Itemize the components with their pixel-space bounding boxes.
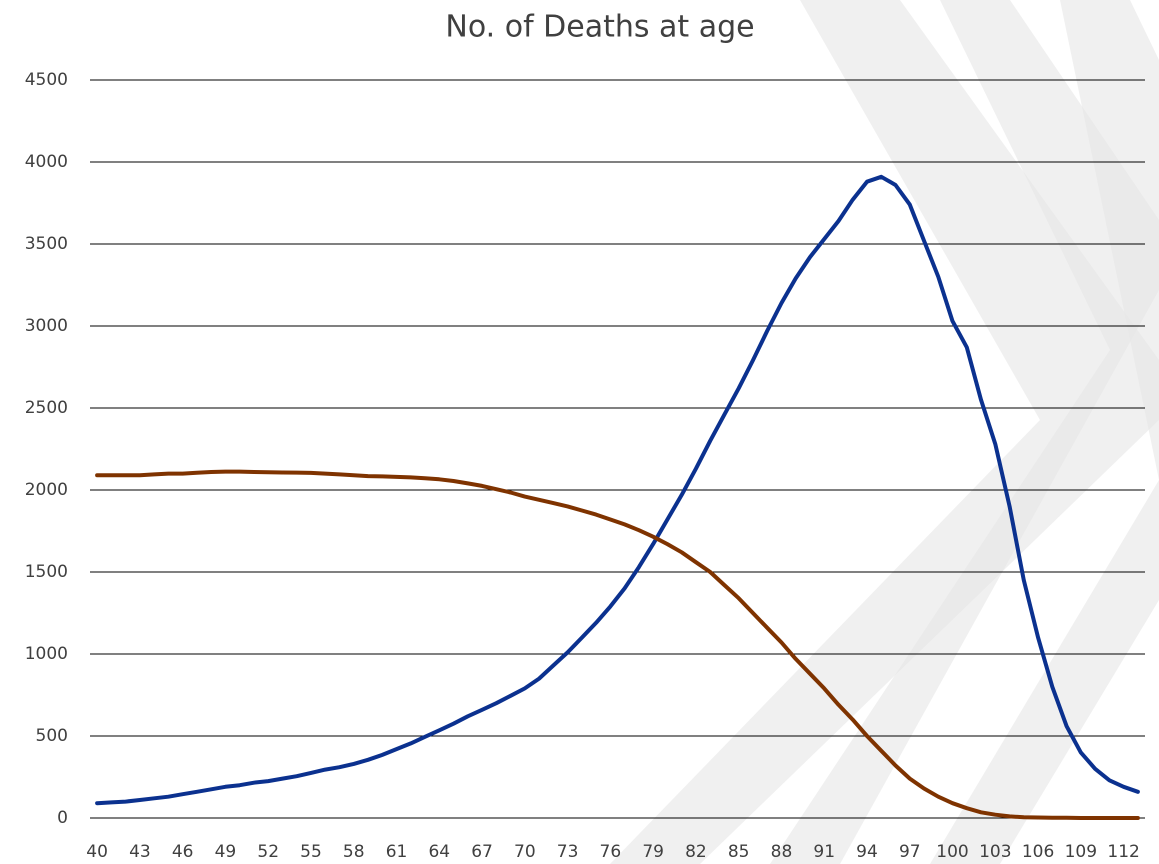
x-tick-label: 52 [257,842,279,862]
x-tick-label: 58 [343,842,365,862]
x-tick-label: 85 [728,842,750,862]
x-tick-label: 88 [771,842,793,862]
x-tick-label: 67 [471,842,493,862]
y-tick-label: 1000 [25,644,68,664]
y-tick-label: 4500 [25,70,68,90]
x-tick-label: 79 [642,842,664,862]
x-tick-label: 49 [215,842,237,862]
x-tick-label: 64 [428,842,450,862]
x-tick-label: 112 [1107,842,1139,862]
line-series [95,469,1140,820]
y-tick-label: 4000 [25,152,68,172]
x-tick-label: 103 [979,842,1011,862]
x-tick-label: 70 [514,842,536,862]
x-tick-label: 73 [557,842,579,862]
x-tick-label: 43 [129,842,151,862]
x-tick-label: 76 [600,842,622,862]
x-tick-label: 97 [899,842,921,862]
y-tick-label: 1500 [25,562,68,582]
x-tick-label: 106 [1022,842,1054,862]
x-tick-label: 94 [856,842,878,862]
x-tick-label: 40 [86,842,108,862]
y-tick-label: 3000 [25,316,68,336]
y-tick-label: 500 [36,726,68,746]
line-series [95,174,1140,806]
y-tick-label: 2000 [25,480,68,500]
x-tick-label: 91 [813,842,835,862]
x-tick-label: 46 [172,842,194,862]
y-tick-label: 2500 [25,398,68,418]
background-stripes [610,0,1159,864]
x-tick-label: 55 [300,842,322,862]
chart-title: No. of Deaths at age [445,10,754,45]
x-tick-label: 100 [936,842,968,862]
y-tick-label: 3500 [25,234,68,254]
y-tick-label: 0 [57,808,68,828]
x-tick-label: 61 [386,842,408,862]
x-tick-label: 109 [1065,842,1097,862]
x-tick-label: 82 [685,842,707,862]
